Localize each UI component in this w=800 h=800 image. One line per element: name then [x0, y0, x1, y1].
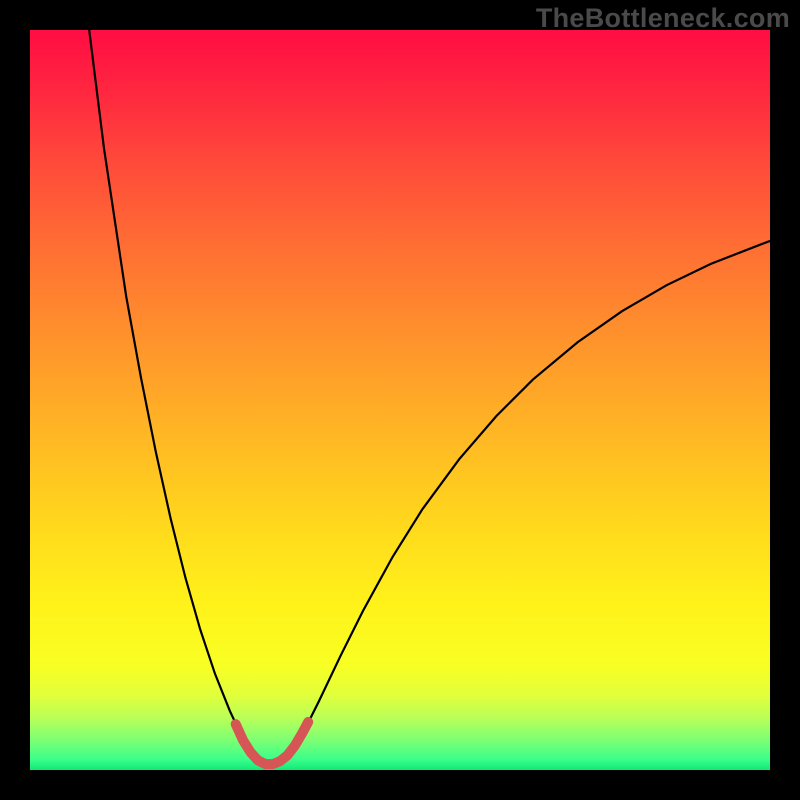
bottleneck-chart — [0, 0, 800, 800]
outer-frame: TheBottleneck.com — [0, 0, 800, 800]
gradient-background — [30, 30, 770, 770]
watermark-text: TheBottleneck.com — [536, 3, 790, 34]
